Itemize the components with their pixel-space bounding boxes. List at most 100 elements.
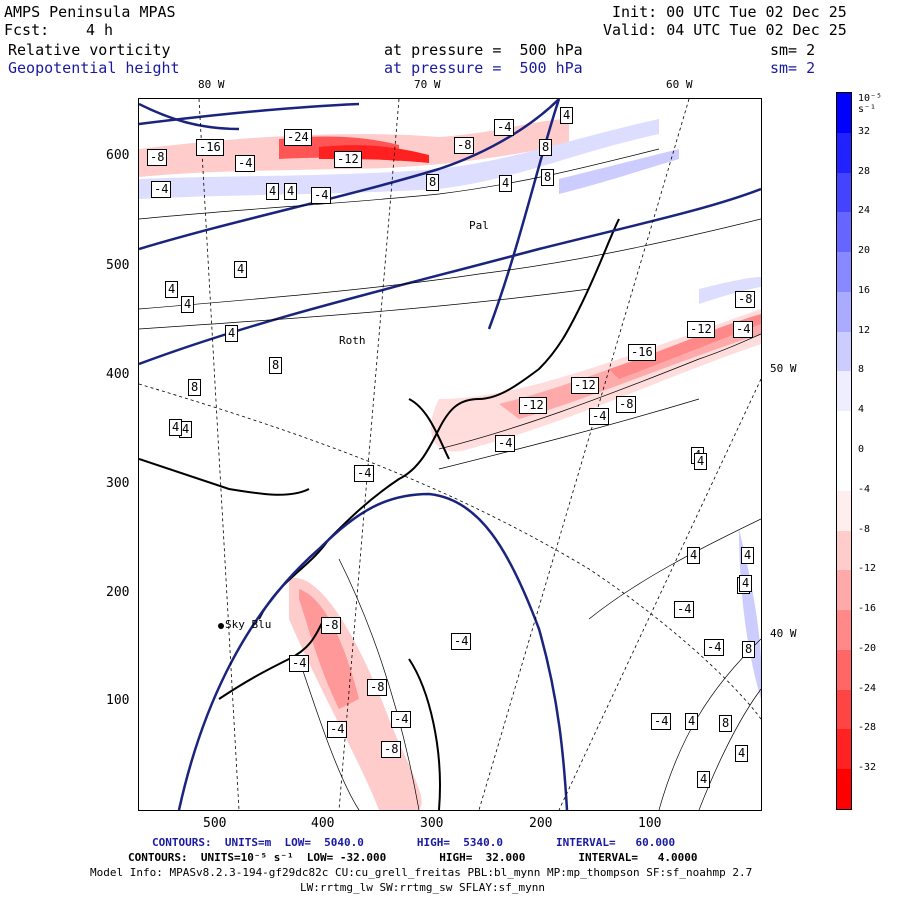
colorbar-segment [837,93,851,134]
valid-time: Valid: 04 UTC Tue 02 Dec 25 [603,21,847,39]
map-canvas [139,99,761,810]
field1-smoothing: sm= 2 [770,41,816,59]
map-title: AMPS Peninsula MPAS [4,3,176,21]
colorbar-tick-label: 16 [858,284,871,296]
colorbar-tick-label: -4 [858,483,871,495]
colorbar-segment [837,490,851,532]
contour-label: 4 [181,296,195,313]
contour-label: 4 [741,547,755,564]
contour-label: -16 [628,344,656,361]
contour-label: -4 [235,155,256,172]
lon-label-70w: 70 W [414,78,441,91]
contour-label: 8 [742,641,756,658]
footer-height-contours: CONTOURS: UNITS=m LOW= 5040.0 HIGH= 5340… [152,836,676,849]
colorbar-tick-label: 0 [858,444,865,455]
y-tick-label: 100 [106,693,130,708]
colorbar-tick-label: 28 [858,165,871,177]
colorbar-segment [837,172,851,213]
colorbar-segment [837,371,851,412]
contour-label: -8 [367,679,388,696]
vorticity-contours [139,148,761,810]
y-tick-label: 400 [106,367,130,382]
contour-label: -24 [284,129,312,146]
contour-label: -12 [334,151,362,168]
field2-name: Geopotential height [8,59,180,77]
contour-label: 8 [188,379,202,396]
colorbar-segment [837,530,851,571]
contour-label: -8 [147,149,168,166]
colorbar-tick-label: 24 [858,205,871,217]
sky-blu-label: Sky Blu [225,618,272,631]
forecast-label: Fcst: [4,21,50,39]
colorbar-tick-label: -16 [858,603,877,615]
contour-label: -8 [321,617,342,634]
contour-label: -4 [494,119,515,136]
footer-model-info: Model Info: MPASv8.2.3-194-gf29dc82c CU:… [90,866,753,879]
x-tick-label: 200 [529,816,553,831]
colorbar-segment [837,769,851,810]
lon-label-80w: 80 W [198,78,225,91]
contour-label: 4 [234,261,248,278]
contour-label: 8 [269,357,283,374]
contour-label: -4 [733,321,754,338]
colorbar-segment [837,610,851,651]
contour-label: 4 [735,745,749,762]
lon-label-50w: 50 W [770,362,797,375]
colorbar-tick-label: 32 [858,125,871,137]
colorbar-tick-label: 20 [858,245,871,257]
x-tick-label: 100 [638,816,662,831]
lon-label-40w: 40 W [770,627,797,640]
lat-lon-grid [139,99,761,810]
x-tick-label: 300 [420,816,444,831]
contour-label: -4 [151,181,172,198]
contour-label: -4 [327,721,348,738]
colorbar-segment [837,291,851,333]
contour-label: 4 [266,183,280,200]
colorbar-tick-label: -8 [858,523,871,535]
contour-label: -4 [589,408,610,425]
contour-label: -4 [674,601,695,618]
palmer-label: Pal [469,219,489,232]
field2-pressure: at pressure = 500 hPa [384,59,583,77]
contour-label: 4 [697,771,711,788]
contour-label: -4 [495,435,516,452]
contour-label: -12 [571,377,599,394]
colorbar-segment [837,649,851,691]
contour-label: 4 [694,453,708,470]
field1-name: Relative vorticity [8,41,171,59]
contour-label: -8 [616,396,637,413]
contour-label: 8 [539,139,553,156]
colorbar-segment [837,132,851,174]
init-time: Init: 00 UTC Tue 02 Dec 25 [612,3,847,21]
geopotential-contours [139,99,761,810]
colorbar-segment [837,252,851,293]
contour-label: -4 [311,187,332,204]
contour-label: -4 [451,633,472,650]
rothera-label: Roth [339,334,366,347]
contour-label: 4 [165,281,179,298]
colorbar-tick-label: -32 [858,762,877,774]
y-tick-label: 600 [106,148,130,163]
contour-label: -8 [454,137,475,154]
contour-label: 4 [685,713,699,730]
contour-label: 8 [426,174,440,191]
colorbar-segment [837,331,851,372]
contour-label: -4 [704,639,725,656]
positive-vorticity-shading [139,119,761,699]
colorbar-segment [837,212,851,253]
colorbar-tick-label: -28 [858,722,877,734]
contour-label: -4 [354,465,375,482]
colorbar-tick-label: 4 [858,404,865,416]
contour-label: 4 [560,107,574,124]
field2-smoothing: sm= 2 [770,59,816,77]
contour-label: 4 [739,575,753,592]
y-tick-label: 500 [106,258,130,273]
field1-pressure: at pressure = 500 hPa [384,41,583,59]
map-plot-area: Sky Blu Roth Pal -8 -16 -24 -12 -4 -8 -4… [138,98,762,811]
forecast-value: 4 h [86,21,114,39]
contour-label: -4 [289,655,310,672]
contour-label: 8 [541,169,555,186]
colorbar-tick-label: -24 [858,682,877,694]
footer-vorticity-contours: CONTOURS: UNITS=10⁻⁵ s⁻¹ LOW= -32.000 HI… [128,851,698,864]
colorbar-tick-label: 12 [858,324,871,336]
